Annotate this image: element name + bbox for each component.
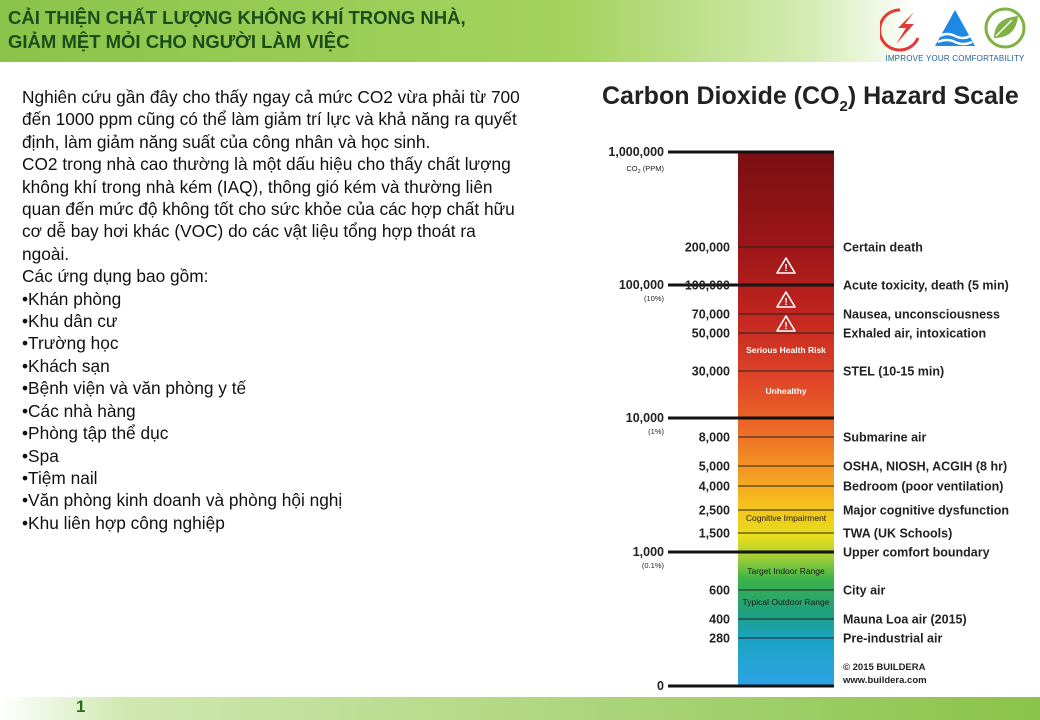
title-line-1: CẢI THIỆN CHẤT LƯỢNG KHÔNG KHÍ TRONG NHÀ… — [8, 7, 466, 28]
website-text: www.buildera.com — [842, 675, 927, 686]
level-value-label: 8,000 — [699, 431, 730, 445]
hazard-warning-mark: ! — [784, 321, 787, 332]
level-description-label: Bedroom (poor ventilation) — [843, 480, 1003, 494]
major-tick-label: 100,000 — [619, 278, 664, 292]
copyright-text: © 2015 BUILDERA — [843, 662, 926, 673]
zone-label: Typical Outdoor Range — [743, 597, 830, 607]
logo-tagline: IMPROVE YOUR COMFORTABILITY — [885, 54, 1025, 63]
list-item: •Các nhà hàng — [22, 400, 136, 421]
co2-hazard-scale-chart: Carbon Dioxide (CO2) Hazard Scale 1,000,… — [602, 82, 1019, 693]
level-description-label: Submarine air — [843, 431, 926, 445]
level-value-label: 400 — [709, 613, 730, 627]
lightning-icon — [896, 12, 914, 44]
hazard-warning-icon — [776, 315, 796, 332]
paragraph-indoor-co2: CO2 trong nhà cao thường là một dấu hiệu… — [22, 154, 515, 264]
hazard-warning-mark: ! — [784, 297, 787, 308]
chart-title: Carbon Dioxide (CO2) Hazard Scale — [602, 82, 1019, 115]
title-line-2: GIẢM MỆT MỎI CHO NGƯỜI LÀM VIỆC — [8, 31, 350, 52]
footer-bar — [0, 697, 1040, 720]
level-value-label: 50,000 — [692, 327, 730, 341]
list-item: •Tiệm nail — [22, 467, 98, 488]
level-value-label: 30,000 — [692, 365, 730, 379]
major-tick-label: 1,000 — [633, 545, 664, 559]
applications-heading: Các ứng dụng bao gồm: — [22, 266, 209, 287]
list-item: •Trường học — [22, 333, 119, 354]
hazard-warning-mark: ! — [784, 263, 787, 274]
level-description-label: Nausea, unconsciousness — [843, 308, 1000, 322]
zone-label: Serious Health Risk — [746, 345, 826, 355]
applications-list: •Khán phòng •Khu dân cư •Trường học •Khá… — [22, 288, 522, 534]
level-value-label: 1,500 — [699, 527, 730, 541]
main-text: Nghiên cứu gần đây cho thấy ngay cả mức … — [22, 86, 522, 534]
list-item: •Phòng tập thể dục — [22, 423, 169, 444]
level-value-label: 2,500 — [699, 504, 730, 518]
level-value-label: 70,000 — [692, 308, 730, 322]
list-item: •Bệnh viện và văn phòng y tế — [22, 378, 247, 399]
major-tick-label: 0 — [657, 679, 664, 693]
level-description-label: Acute toxicity, death (5 min) — [843, 279, 1009, 293]
level-description-label: Upper comfort boundary — [843, 546, 990, 560]
zone-label: Target Indoor Range — [747, 566, 825, 576]
list-item: •Khán phòng — [22, 288, 122, 309]
level-value-label: 200,000 — [685, 241, 730, 255]
level-value-label: 600 — [709, 584, 730, 598]
paragraph-research: Nghiên cứu gần đây cho thấy ngay cả mức … — [22, 87, 520, 152]
level-description-label: Pre-industrial air — [843, 632, 942, 646]
hazard-warning-icon — [776, 257, 796, 274]
page-number: 1 — [76, 697, 86, 716]
level-description-label: Certain death — [843, 241, 923, 255]
level-value-label: 100,000 — [685, 279, 730, 293]
level-description-label: Mauna Loa air (2015) — [843, 613, 967, 627]
major-tick-sublabel: (10%) — [644, 294, 665, 303]
chart-layer: 1,000,000 100,000 (10%) 10,000 (1%) 1,000 (0.1… — [608, 145, 1009, 693]
level-value-label: 280 — [709, 632, 730, 646]
major-tick-sublabel: (1%) — [648, 427, 664, 436]
list-item: •Khách sạn — [22, 355, 110, 376]
level-description-label: Major cognitive dysfunction — [843, 504, 1009, 518]
level-description-label: OSHA, NIOSH, ACGIH (8 hr) — [843, 460, 1007, 474]
major-tick-label: 1,000,000 — [608, 145, 664, 159]
zone-label: Cognitive Impairment — [746, 513, 827, 523]
list-item: •Văn phòng kinh doanh và phòng hội nghị — [22, 490, 343, 511]
unit-label: CO2 (PPM) — [626, 164, 664, 175]
list-item: •Khu liên hợp công nghiệp — [22, 512, 225, 533]
zone-label: Unhealthy — [765, 386, 806, 396]
major-tick-sublabel: (0.1%) — [642, 561, 665, 570]
major-tick-label: 10,000 — [626, 411, 664, 425]
list-item: •Khu dân cư — [22, 311, 118, 332]
level-value-label: 5,000 — [699, 460, 730, 474]
level-description-label: TWA (UK Schools) — [843, 527, 952, 541]
level-description-label: STEL (10-15 min) — [843, 365, 944, 379]
level-value-label: 4,000 — [699, 480, 730, 494]
logo-mark-icon — [878, 7, 1026, 52]
level-description-label: City air — [843, 584, 886, 598]
level-description-label: Exhaled air, intoxication — [843, 327, 986, 341]
company-logo: IMPROVE YOUR COMFORTABILITY — [878, 4, 1030, 66]
hazard-warning-icon — [776, 291, 796, 308]
page-title: CẢI THIỆN CHẤT LƯỢNG KHÔNG KHÍ TRONG NHÀ… — [8, 6, 608, 54]
list-item: •Spa — [22, 445, 59, 466]
header-bar: CẢI THIỆN CHẤT LƯỢNG KHÔNG KHÍ TRONG NHÀ… — [0, 0, 1040, 63]
